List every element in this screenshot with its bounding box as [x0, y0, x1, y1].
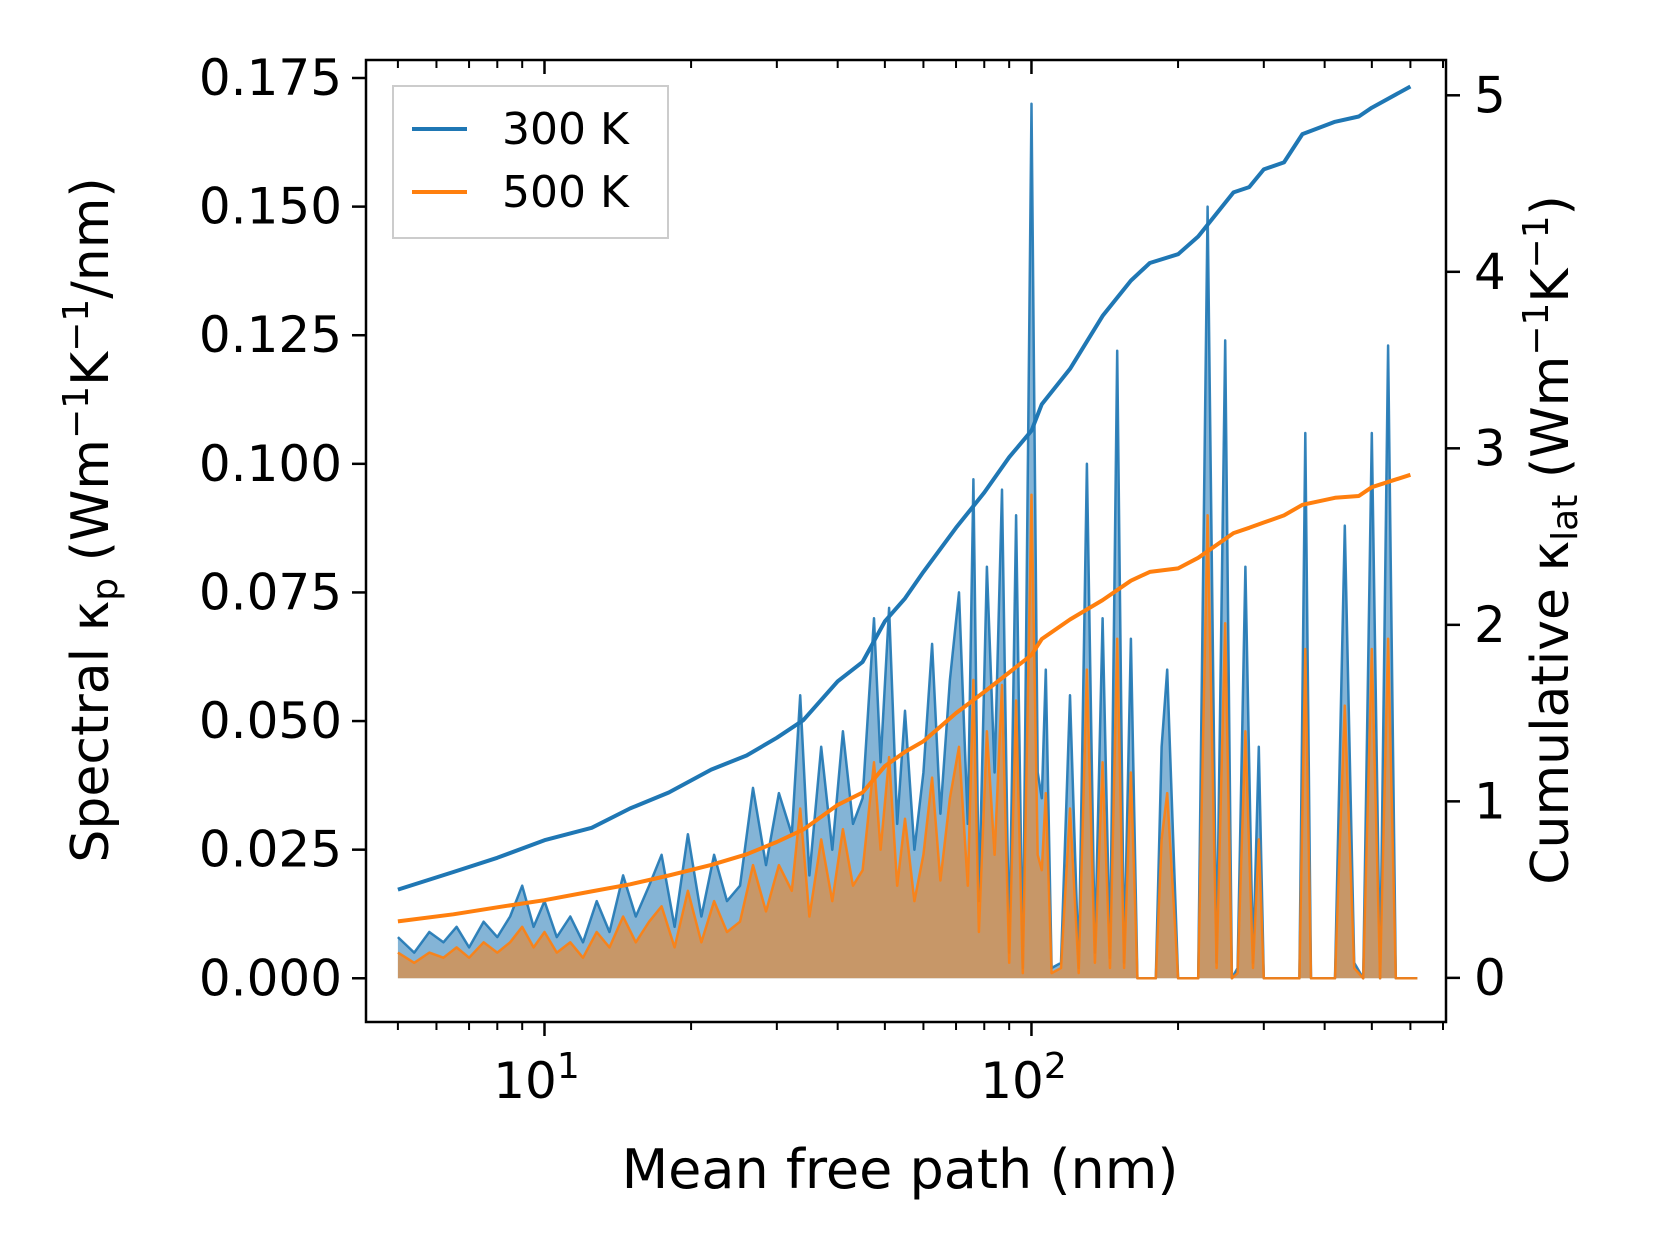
y-left-tick-label: 0.150 [199, 178, 342, 236]
y-left-label-superscript: −1 [56, 299, 97, 352]
y-axis-right-label: Cumulative κlat (Wm−1K−1) [1516, 195, 1586, 885]
y-left-label-part: /nm) [61, 177, 121, 298]
x-tick-label-base: 10 [493, 1052, 557, 1110]
y-left-tick-label: 0.000 [199, 949, 342, 1007]
y-right-label-superscript: −1 [1516, 215, 1557, 268]
y-left-tick-label: 0.100 [199, 435, 342, 493]
y-right-tick-label: 5 [1474, 66, 1506, 124]
plot-frame [364, 58, 1448, 1024]
cumulative-line-500-k [397, 472, 1412, 924]
axes: 0.000 0.025 0.050 0.075 0.100 0.125 0.150 0.175… [199, 49, 1506, 1110]
y-right-tick-label: 2 [1474, 596, 1506, 654]
legend-frame [392, 85, 669, 239]
y-right-tick-label: 3 [1474, 419, 1506, 477]
y-right-label-part: (Wm [1521, 356, 1581, 495]
500-k-spectral-fill [397, 494, 1418, 979]
y-axis-left-label: Spectral κp (Wm−1K−1/nm) [56, 177, 126, 862]
y-left-tick-label: 0.025 [199, 821, 342, 879]
y-right-tick-label: 4 [1474, 243, 1506, 301]
x-tick-label-exponent: 2 [1044, 1046, 1067, 1087]
y-right-label-subscript: lat [1545, 495, 1586, 541]
y-left-label-part: Spectral κ [61, 601, 121, 863]
x-axis-label: Mean free path (nm) [622, 1138, 1179, 1201]
y-left-label-superscript: −1 [56, 386, 97, 439]
y-right-tick-label: 0 [1474, 949, 1506, 1007]
plot-area [397, 84, 1418, 980]
legend-label-300k: 300 K [502, 104, 630, 155]
y-right-label-part: K [1521, 267, 1581, 303]
y-left-tick-label: 0.125 [199, 306, 342, 364]
y-left-tick-label: 0.050 [199, 692, 342, 750]
y-left-label-subscript: p [85, 578, 126, 601]
y-left-label-part: K [61, 350, 121, 386]
y-right-label-superscript: −1 [1516, 303, 1557, 356]
y-left-tick-label: 0.175 [199, 49, 342, 107]
y-right-tick-label: 1 [1474, 772, 1506, 830]
cumulative-line-300-k [397, 84, 1412, 892]
x-tick-label: 102 [980, 1046, 1067, 1110]
y-left-label-part: (Wm [61, 439, 121, 578]
x-tick-label: 101 [493, 1046, 580, 1110]
x-tick-label-exponent: 1 [557, 1046, 580, 1087]
x-tick-label-base: 10 [980, 1052, 1044, 1110]
y-right-label-part: Cumulative κ [1521, 541, 1581, 885]
y-left-tick-label: 0.075 [199, 563, 342, 621]
y-right-label-part: ) [1521, 195, 1581, 215]
legend: 300 K 500 K [392, 85, 669, 239]
500-k-spectral-line [397, 493, 1418, 980]
legend-label-500k: 500 K [502, 167, 630, 218]
